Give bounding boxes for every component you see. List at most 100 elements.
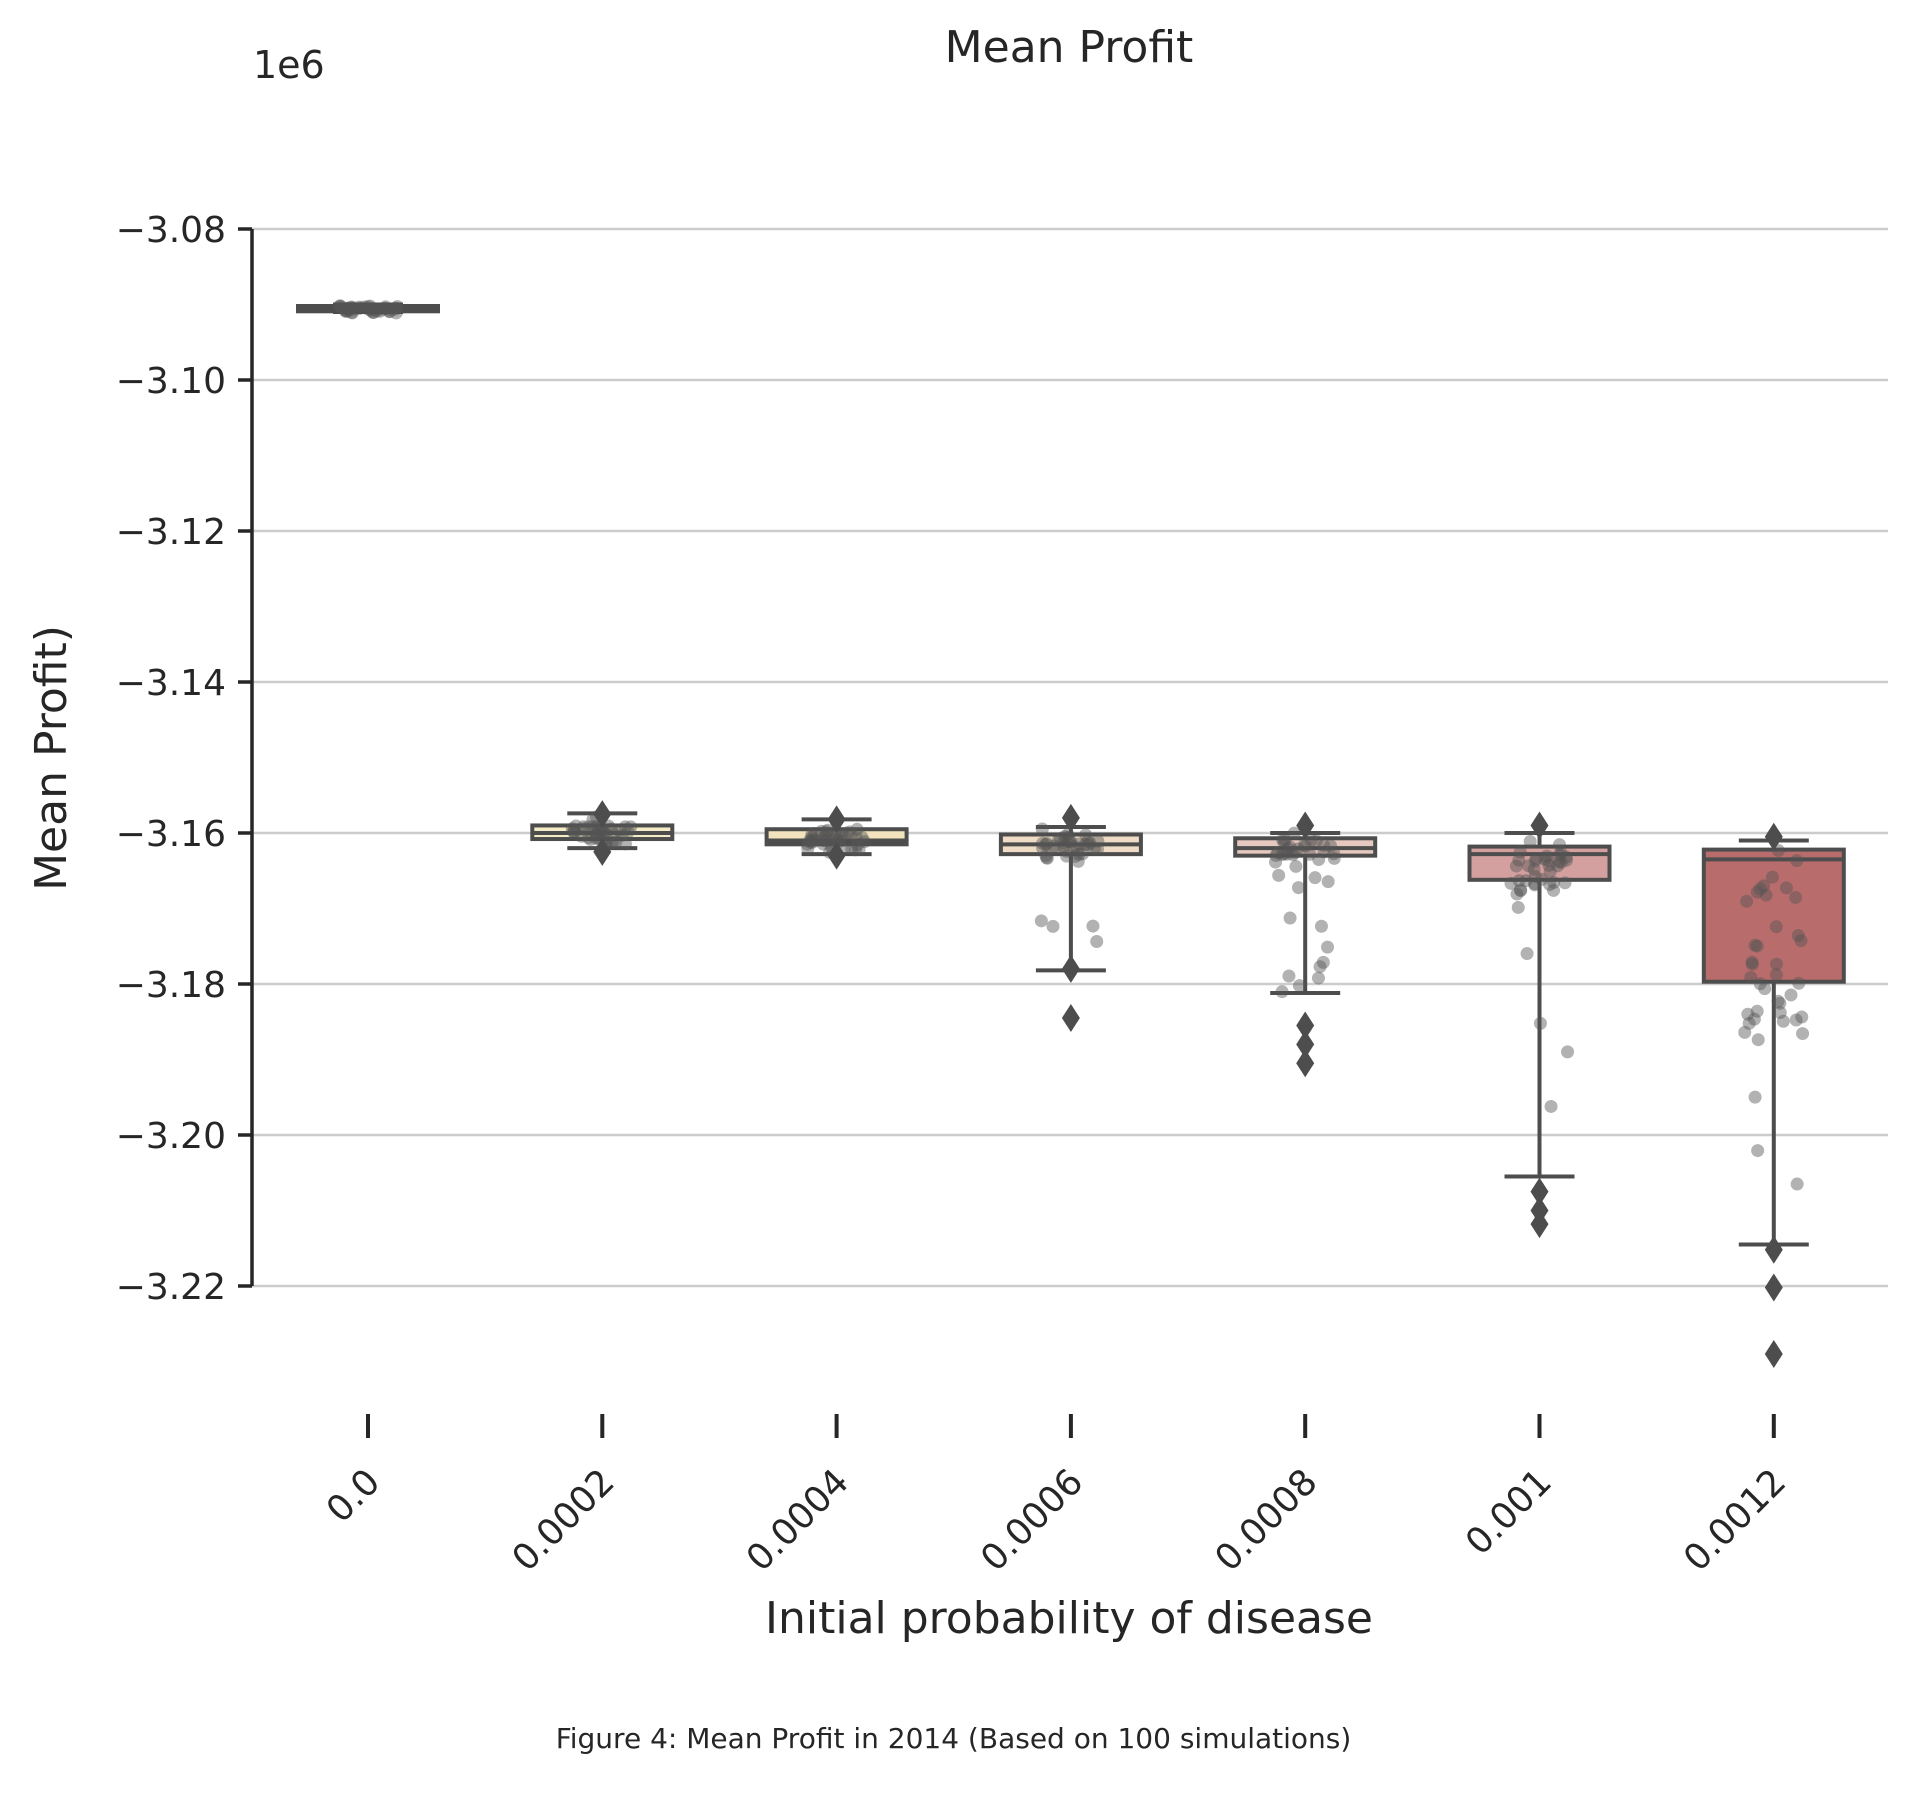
strip-point [381, 302, 395, 316]
strip-point [848, 843, 862, 857]
strip-point [378, 301, 392, 315]
strip-point [338, 303, 352, 317]
strip-point [1552, 854, 1566, 868]
strip-point [1281, 841, 1295, 855]
strip-point [1744, 970, 1758, 984]
strip-point [589, 831, 603, 845]
box-plot-chart: −3.08 −3.10 −3.12 −3.14 −3.16 −3.18 −3.20 −3.22… [26, 22, 1888, 1644]
strip-point [1081, 834, 1095, 848]
strip-point [340, 304, 354, 318]
strip-point [1533, 1016, 1547, 1030]
strip-point [598, 826, 612, 840]
strip-point [1036, 841, 1050, 855]
strip-point [1773, 996, 1787, 1010]
strip-point [1047, 839, 1061, 853]
strip-point [851, 838, 865, 852]
strip-point [581, 831, 595, 845]
strip-point [1060, 849, 1074, 863]
strip-point [342, 303, 356, 317]
strip-point [344, 300, 358, 314]
boxes [296, 299, 1846, 1368]
strip-point [814, 824, 828, 838]
strip-point [1287, 826, 1301, 840]
strip-point [1064, 835, 1078, 849]
strip-point [576, 820, 590, 834]
strip-point [1547, 883, 1561, 897]
strip-point [819, 830, 833, 844]
strip-point [599, 827, 613, 841]
strip-point [1753, 882, 1767, 896]
strip-point [1769, 968, 1783, 982]
strip-point [1087, 842, 1101, 856]
strip-point [1316, 955, 1330, 969]
strip-point [1795, 1010, 1809, 1024]
strip-point [1758, 982, 1772, 996]
strip-point [1765, 870, 1779, 884]
strip-point [827, 833, 841, 847]
strip-point [1504, 876, 1518, 890]
strip-point [347, 302, 361, 316]
strip-point [826, 829, 840, 843]
strip-point [1553, 848, 1567, 862]
strip-point [1291, 881, 1305, 895]
strip-point [1312, 853, 1326, 867]
strip-point [591, 825, 605, 839]
strip-point [575, 829, 589, 843]
strip-point [1282, 969, 1296, 983]
strip-point [1745, 955, 1759, 969]
strip-point [1272, 868, 1286, 882]
strip-point [352, 301, 366, 315]
strip-point [1303, 847, 1317, 861]
strip-point [1769, 920, 1783, 934]
strip-point [1299, 839, 1313, 853]
strip-point [618, 837, 632, 851]
strip-point [1090, 935, 1104, 949]
strip-point [361, 300, 375, 314]
strip-point [1048, 842, 1062, 856]
y-axis: −3.08 −3.10 −3.12 −3.14 −3.16 −3.18 −3.20 −3.22 [116, 210, 254, 1308]
strip-point [831, 827, 845, 841]
strip-point [1271, 846, 1285, 860]
outlier-diamond [1530, 811, 1549, 840]
y-tick-label: −3.16 [116, 814, 226, 855]
strip-point [1753, 977, 1767, 991]
outlier-diamond [1764, 1235, 1783, 1264]
strip-point [1741, 1007, 1755, 1021]
strip-point [1560, 853, 1574, 867]
strip-point [352, 300, 366, 314]
strip-point [1512, 853, 1526, 867]
y-tick-label: −3.20 [116, 1116, 226, 1157]
strip-point [1288, 846, 1302, 860]
figure-caption: Figure 4: Mean Profit in 2014 (Based on … [555, 1722, 1352, 1755]
strip-point [345, 301, 359, 315]
outlier-diamond [1764, 1339, 1783, 1368]
strip-point [589, 827, 603, 841]
strip-point [1054, 832, 1068, 846]
strip-point [606, 836, 620, 850]
outlier-diamond [1296, 1011, 1315, 1040]
outlier-diamond [1296, 811, 1315, 840]
strip-point [383, 304, 397, 318]
strip-point [1277, 847, 1291, 861]
strip-point [594, 822, 608, 836]
strip-point [1091, 834, 1105, 848]
strip-point [1509, 859, 1523, 873]
outlier-diamond [1061, 954, 1080, 983]
strip-point [1789, 891, 1803, 905]
strip-point [1283, 911, 1297, 925]
strip-point [1309, 834, 1323, 848]
strip-point [1528, 877, 1542, 891]
strip-point [1791, 929, 1805, 943]
y-tick-label: −3.08 [116, 210, 226, 251]
strip-point [1317, 845, 1331, 859]
strip-point [390, 300, 404, 314]
strip-point [621, 825, 635, 839]
strip-point [334, 300, 348, 314]
strip-point [1547, 875, 1561, 889]
strip-point [1039, 837, 1053, 851]
strip-point [835, 827, 849, 841]
x-tick-label: 0.0006 [973, 1461, 1091, 1579]
strip-point [808, 833, 822, 847]
strip-point [1750, 1004, 1764, 1018]
strip-point [1759, 888, 1773, 902]
